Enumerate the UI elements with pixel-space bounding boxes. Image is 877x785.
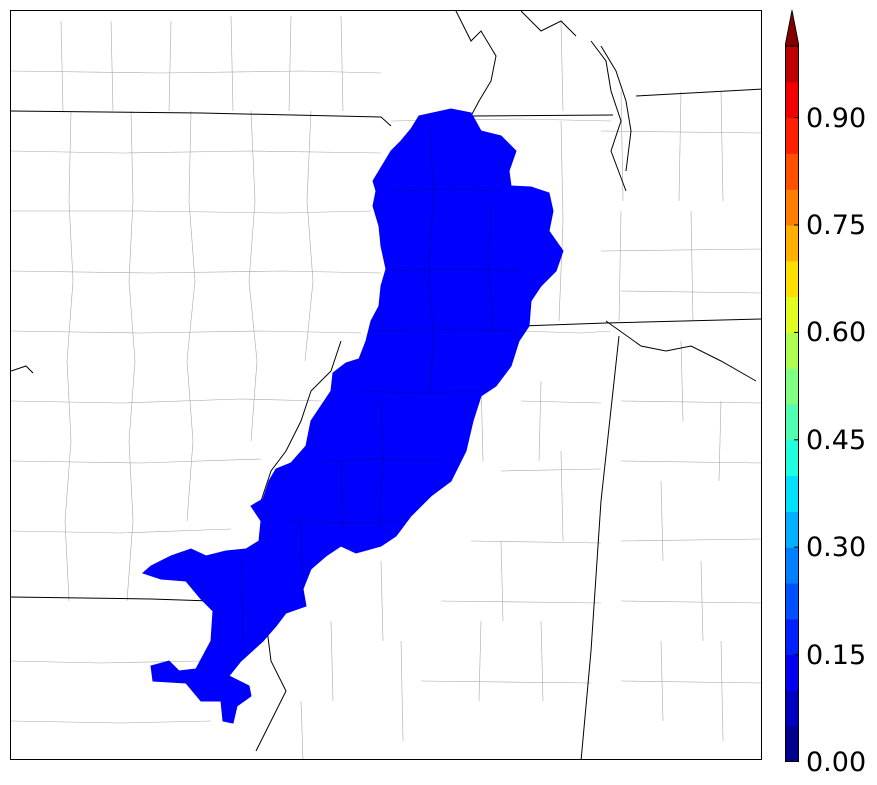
colorbar-tick-label: 0.30 — [806, 532, 867, 564]
colorbar-segment — [785, 404, 799, 441]
colorbar-tick-label: 0.45 — [806, 424, 867, 456]
colorbar-segment — [785, 475, 799, 512]
colorbar-segment — [785, 332, 799, 369]
map-frame — [10, 10, 762, 760]
colorbar-segment — [785, 225, 799, 262]
colorbar-segment — [785, 153, 799, 190]
probability-region — [142, 108, 564, 724]
colorbar-outline — [785, 45, 799, 762]
colorbar-segment — [785, 117, 799, 154]
colorbar-extend-arrow — [785, 10, 799, 47]
colorbar-tick-label: 0.60 — [806, 317, 867, 349]
map-canvas — [11, 11, 761, 759]
colorbar-tick-label: 0.00 — [806, 747, 867, 778]
colorbar-segment — [785, 583, 799, 620]
colorbar — [785, 10, 799, 762]
colorbar-segment — [785, 690, 799, 727]
colorbar-segment — [785, 726, 799, 762]
colorbar-segment — [785, 618, 799, 656]
colorbar-segment — [785, 189, 799, 226]
colorbar-segment — [785, 511, 799, 548]
state-boundaries — [11, 11, 761, 759]
colorbar-tick-label: 0.75 — [806, 210, 867, 241]
colorbar-tick-label: 0.90 — [806, 102, 867, 134]
colorbar-segment — [785, 296, 799, 333]
colorbar-segment — [785, 439, 799, 477]
colorbar-segment — [785, 81, 799, 119]
colorbar-segment — [785, 368, 799, 405]
county-boundaries — [11, 15, 761, 759]
colorbar-segment — [785, 46, 799, 83]
colorbar-segment — [785, 260, 799, 298]
colorbar-tick-label: 0.15 — [806, 639, 867, 671]
region-county-lines — [240, 130, 522, 642]
colorbar-segment — [785, 547, 799, 584]
colorbar-segment — [785, 654, 799, 691]
